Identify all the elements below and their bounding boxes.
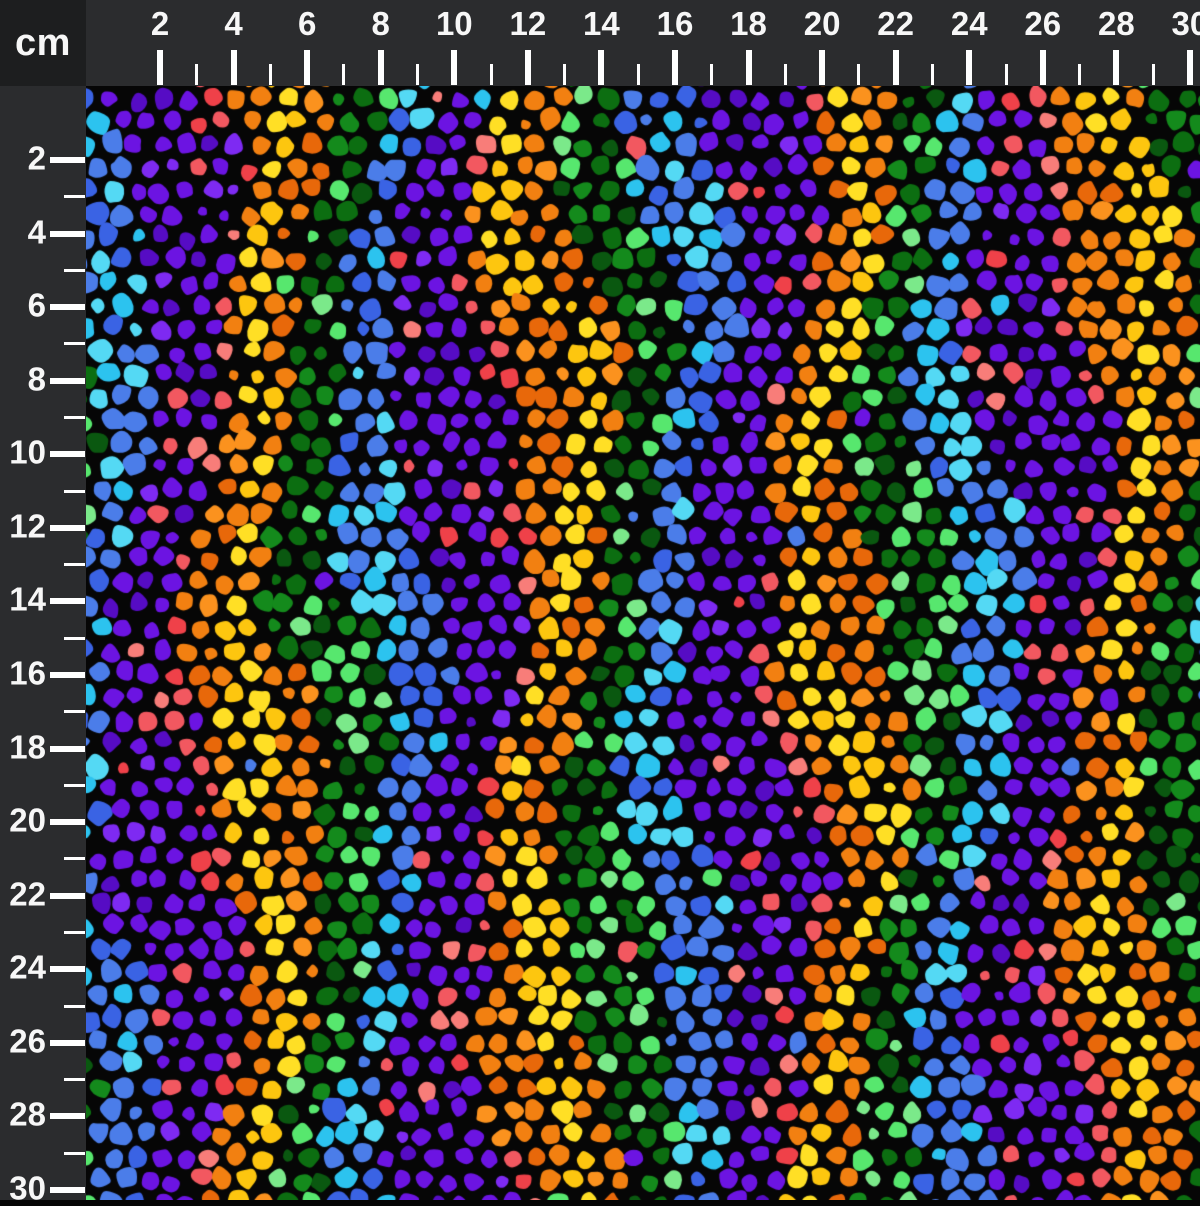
ruler-label: 12: [9, 507, 46, 545]
ruler-tick: [1186, 50, 1193, 85]
ruler-tick: [64, 710, 85, 714]
ruler-tick: [50, 1113, 85, 1120]
ruler-tick: [710, 64, 714, 85]
ruler-label: 18: [9, 728, 46, 766]
ruler-top: 2 4 6 8 10 12 14 16 18 20 22 24 26 28 30: [0, 0, 1200, 86]
ruler-label: 8: [371, 5, 390, 42]
ruler-label: 16: [656, 5, 694, 42]
ruler-label: 4: [27, 213, 46, 251]
ruler-tick: [50, 598, 85, 605]
ruler-tick: [783, 64, 787, 85]
ruler-tick: [230, 50, 237, 85]
ruler-tick: [50, 304, 85, 311]
ruler-tick: [304, 50, 311, 85]
ruler-label: 2: [150, 5, 170, 42]
ruler-label: 10: [9, 433, 46, 471]
ruler-label: 28: [9, 1095, 46, 1133]
ruler-label: 30: [1171, 5, 1200, 42]
ruler-tick: [64, 489, 85, 493]
ruler-tick: [892, 50, 899, 85]
ruler-tick: [64, 1078, 85, 1082]
ruler-tick: [64, 636, 85, 640]
ruler-tick: [671, 50, 678, 85]
ruler-tick: [1113, 50, 1120, 85]
ruler-tick: [50, 892, 85, 899]
ruler-label: 16: [9, 654, 46, 692]
ruler-label: 6: [27, 286, 46, 324]
ruler-label: 10: [435, 5, 473, 42]
ruler-label: 14: [9, 580, 46, 618]
ruler-tick: [416, 64, 420, 85]
ruler-tick: [636, 64, 640, 85]
ruler-tick: [50, 157, 85, 164]
ruler-tick: [64, 416, 85, 420]
ruler-tick: [50, 671, 85, 678]
ruler-tick: [1078, 64, 1082, 85]
ruler-tick: [50, 745, 85, 752]
ruler-tick: [377, 50, 384, 85]
ruler-tick: [50, 966, 85, 973]
ruler-tick: [64, 342, 85, 346]
ruler-tick: [1004, 64, 1008, 85]
ruler-label: 22: [9, 875, 46, 913]
ruler-tick: [157, 50, 164, 85]
ruler-label: 22: [877, 5, 915, 42]
ruler-tick: [64, 268, 85, 272]
ruler-tick: [64, 563, 85, 567]
ruler-tick: [64, 1151, 85, 1155]
ruler-tick: [50, 377, 85, 384]
ruler-tick: [598, 50, 605, 85]
ruler-tick: [64, 930, 85, 934]
ruler-tick: [930, 64, 934, 85]
ruler-label: 8: [27, 360, 46, 398]
ruler-label: 28: [1097, 5, 1135, 42]
ruler-tick: [451, 50, 458, 85]
ruler-tick: [563, 64, 567, 85]
ruler-unit-label: cm: [15, 21, 71, 64]
ruler-label: 24: [950, 5, 988, 42]
ruler-label: 24: [9, 948, 46, 986]
ruler-tick: [1039, 50, 1046, 85]
ruler-tick: [195, 64, 199, 85]
ruler-label: 14: [583, 5, 620, 42]
ruler-tick: [50, 1186, 85, 1193]
ruler-label: 20: [9, 801, 46, 839]
ruler-left: 2 4 6 8 10 12 14 16 18 20 22 24 26 28 30: [0, 0, 86, 1206]
ruler-tick: [1151, 64, 1155, 85]
ruler-tick: [489, 64, 493, 85]
ruler-tick: [966, 50, 973, 85]
ruler-tick: [64, 1004, 85, 1008]
ruler-tick: [50, 819, 85, 826]
ruler-tick: [524, 50, 531, 85]
ruler-tick: [64, 783, 85, 787]
ruler-tick: [745, 50, 752, 85]
ruler-tick: [857, 64, 861, 85]
ruler-tick: [64, 857, 85, 861]
ruler-label: 2: [27, 139, 46, 177]
ruler-label: 30: [9, 1169, 46, 1206]
ruler-label: 26: [1024, 5, 1062, 42]
ruler-label: 6: [297, 5, 317, 42]
ruler-label: 12: [509, 5, 547, 42]
ruler-tick: [50, 1039, 85, 1046]
ruler-tick: [50, 451, 85, 458]
ruler-tick: [50, 230, 85, 237]
ruler-label: 4: [224, 5, 243, 42]
ruler-label: 20: [803, 5, 841, 42]
ruler-tick: [50, 524, 85, 531]
ruler-tick: [342, 64, 346, 85]
ruler-tick: [64, 195, 85, 199]
fabric-pattern-canvas: [86, 86, 1200, 1200]
ruler-tick: [268, 64, 272, 85]
ruler-unit-corner: cm: [0, 0, 86, 86]
ruler-tick: [819, 50, 826, 85]
ruler-label: 18: [730, 5, 767, 42]
ruler-label: 26: [9, 1022, 46, 1060]
